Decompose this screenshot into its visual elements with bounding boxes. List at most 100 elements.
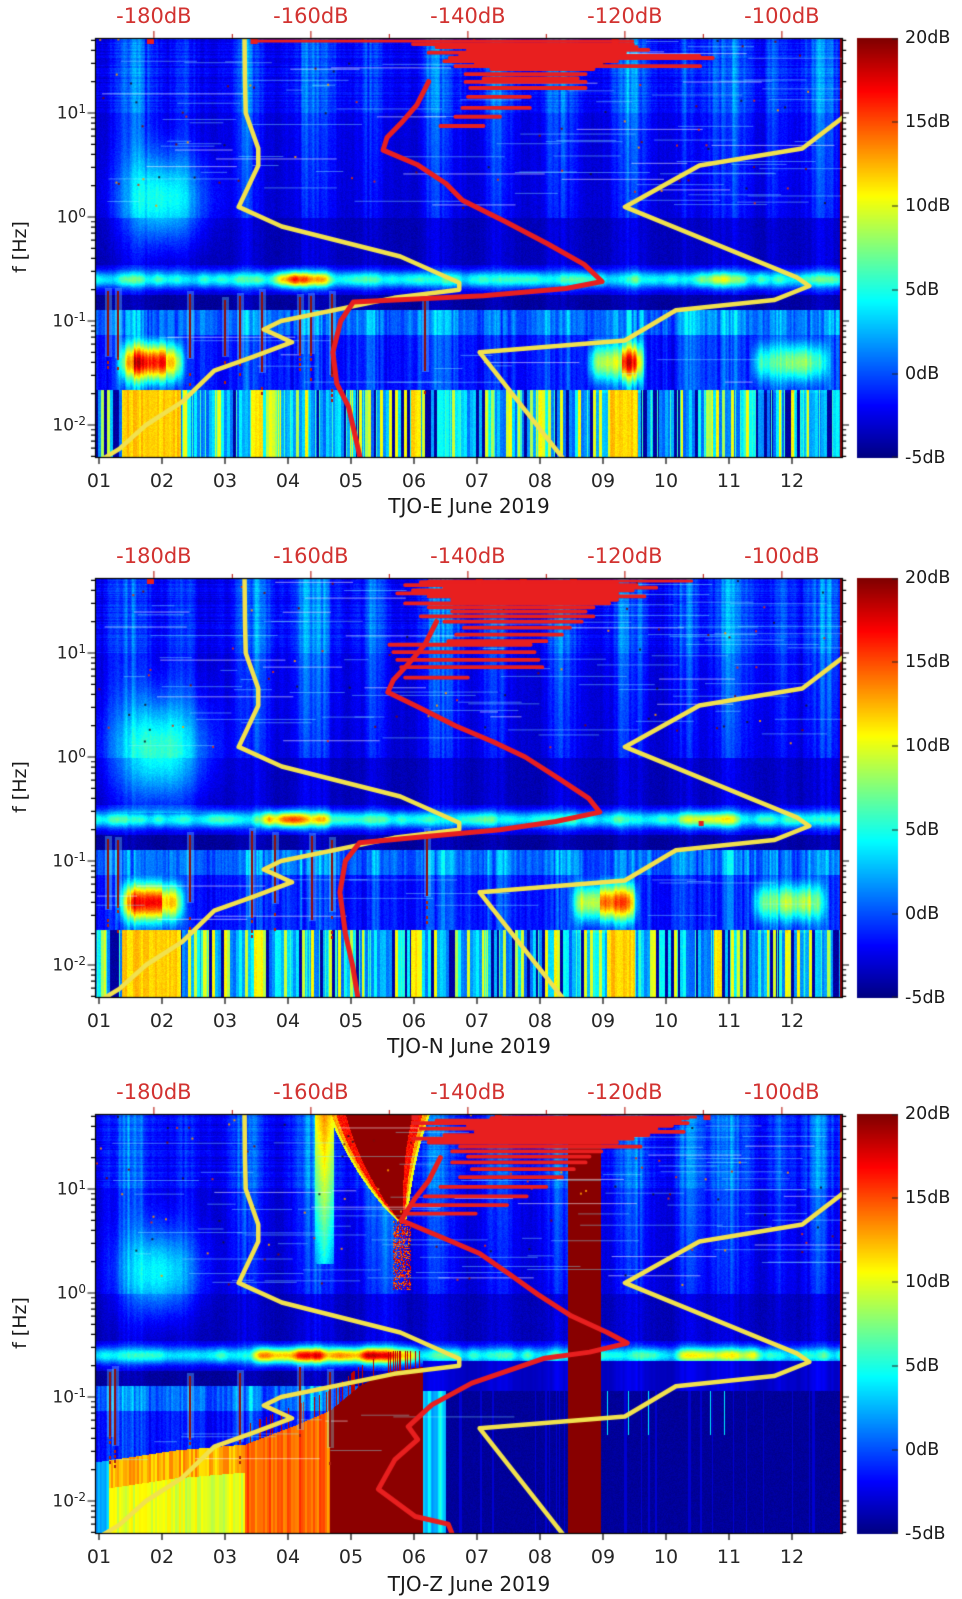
top-axis-label: -160dB — [273, 4, 349, 28]
x-tick-label: 04 — [275, 1546, 301, 1568]
y-tick-base: 10 — [56, 1179, 79, 1200]
panel-title-tjo-z: TJO-Z June 2019 — [387, 1572, 551, 1596]
y-tick-exponent: 0 — [78, 206, 86, 220]
y-axis-label: f [Hz] — [9, 1297, 31, 1349]
x-tick-label: 10 — [653, 1010, 679, 1032]
y-tick-base: 10 — [52, 955, 75, 976]
y-tick-label: 100 — [30, 205, 86, 228]
colorbar-tick-label: 15dB — [905, 1188, 951, 1208]
colorbar-tick-label: 15dB — [905, 652, 951, 672]
y-tick-base: 10 — [56, 643, 79, 664]
y-tick-exponent: -2 — [74, 414, 86, 428]
top-axis-label: -180dB — [116, 544, 192, 568]
x-tick-label: 10 — [653, 470, 679, 492]
y-tick-base: 10 — [52, 415, 75, 436]
y-tick-exponent: 0 — [78, 1282, 86, 1296]
y-tick-base: 10 — [52, 311, 75, 332]
x-tick-label: 06 — [401, 1546, 427, 1568]
colorbar-tick-label: 10dB — [905, 196, 951, 216]
x-tick-label: 05 — [338, 1546, 364, 1568]
y-tick-label: 10-2 — [30, 953, 86, 976]
x-tick-label: 08 — [527, 1546, 553, 1568]
top-axis-label: -160dB — [273, 1080, 349, 1104]
top-axis-label: -100dB — [744, 1080, 820, 1104]
colorbar-tick-label: 0dB — [905, 364, 940, 384]
x-tick-label: 01 — [86, 1010, 112, 1032]
colorbar-tick-label: 5dB — [905, 1356, 940, 1376]
colorbar-tick-label: -5dB — [905, 1524, 946, 1544]
y-tick-exponent: -2 — [74, 1490, 86, 1504]
y-tick-base: 10 — [56, 103, 79, 124]
y-tick-label: 10-2 — [30, 1489, 86, 1512]
y-tick-base: 10 — [56, 207, 79, 228]
top-axis-label: -160dB — [273, 544, 349, 568]
colorbar-tick-label: 0dB — [905, 1440, 940, 1460]
x-tick-label: 03 — [212, 1546, 238, 1568]
y-tick-exponent: 1 — [78, 642, 86, 656]
x-tick-label: 06 — [401, 1010, 427, 1032]
colorbar-tick-label: 20dB — [905, 28, 951, 48]
y-tick-base: 10 — [52, 1491, 75, 1512]
x-tick-label: 02 — [149, 470, 175, 492]
y-tick-exponent: 0 — [78, 746, 86, 760]
colorbar-tick-label: 5dB — [905, 820, 940, 840]
y-tick-exponent: -2 — [74, 954, 86, 968]
colorbar-tick-label: -5dB — [905, 448, 946, 468]
y-tick-exponent: -1 — [74, 310, 86, 324]
x-tick-label: 08 — [527, 470, 553, 492]
top-axis-label: -140dB — [430, 4, 506, 28]
y-tick-base: 10 — [56, 1283, 79, 1304]
top-axis-label: -100dB — [744, 544, 820, 568]
colorbar-tick-label: 10dB — [905, 736, 951, 756]
x-tick-label: 12 — [779, 1010, 805, 1032]
y-tick-exponent: 1 — [78, 102, 86, 116]
y-tick-label: 10-1 — [30, 309, 86, 332]
x-tick-label: 07 — [464, 470, 490, 492]
y-axis-label: f [Hz] — [9, 221, 31, 273]
x-tick-label: 02 — [149, 1546, 175, 1568]
x-tick-label: 08 — [527, 1010, 553, 1032]
x-tick-label: 01 — [86, 470, 112, 492]
y-tick-base: 10 — [52, 1387, 75, 1408]
x-tick-label: 10 — [653, 1546, 679, 1568]
top-axis-label: -180dB — [116, 1080, 192, 1104]
x-tick-label: 07 — [464, 1010, 490, 1032]
top-axis-label: -140dB — [430, 1080, 506, 1104]
x-tick-label: 11 — [716, 1010, 742, 1032]
colorbar-tick-label: 20dB — [905, 568, 951, 588]
colorbar-tick-label: -5dB — [905, 988, 946, 1008]
colorbar-tick-label: 0dB — [905, 904, 940, 924]
x-tick-label: 09 — [590, 470, 616, 492]
y-tick-label: 100 — [30, 745, 86, 768]
colorbar-tick-label: 15dB — [905, 112, 951, 132]
x-tick-label: 05 — [338, 1010, 364, 1032]
colorbar-tick-label: 5dB — [905, 280, 940, 300]
top-axis-label: -100dB — [744, 4, 820, 28]
y-tick-exponent: 1 — [78, 1178, 86, 1192]
x-tick-label: 11 — [716, 1546, 742, 1568]
x-tick-label: 03 — [212, 470, 238, 492]
x-tick-label: 07 — [464, 1546, 490, 1568]
top-axis-label: -180dB — [116, 4, 192, 28]
colorbar-tick-label: 10dB — [905, 1272, 951, 1292]
x-tick-label: 04 — [275, 470, 301, 492]
x-tick-label: 09 — [590, 1010, 616, 1032]
y-tick-label: 101 — [30, 1177, 86, 1200]
x-tick-label: 03 — [212, 1010, 238, 1032]
y-tick-label: 101 — [30, 101, 86, 124]
panel-title-tjo-e: TJO-E June 2019 — [388, 494, 550, 518]
colorbar-tick-label: 20dB — [905, 1104, 951, 1124]
x-tick-label: 01 — [86, 1546, 112, 1568]
y-tick-base: 10 — [56, 747, 79, 768]
x-tick-label: 12 — [779, 470, 805, 492]
y-tick-label: 100 — [30, 1281, 86, 1304]
y-axis-label: f [Hz] — [9, 761, 31, 813]
y-tick-exponent: -1 — [74, 1386, 86, 1400]
top-axis-label: -120dB — [587, 544, 663, 568]
x-tick-label: 04 — [275, 1010, 301, 1032]
x-tick-label: 09 — [590, 1546, 616, 1568]
y-tick-label: 101 — [30, 641, 86, 664]
y-tick-label: 10-1 — [30, 1385, 86, 1408]
